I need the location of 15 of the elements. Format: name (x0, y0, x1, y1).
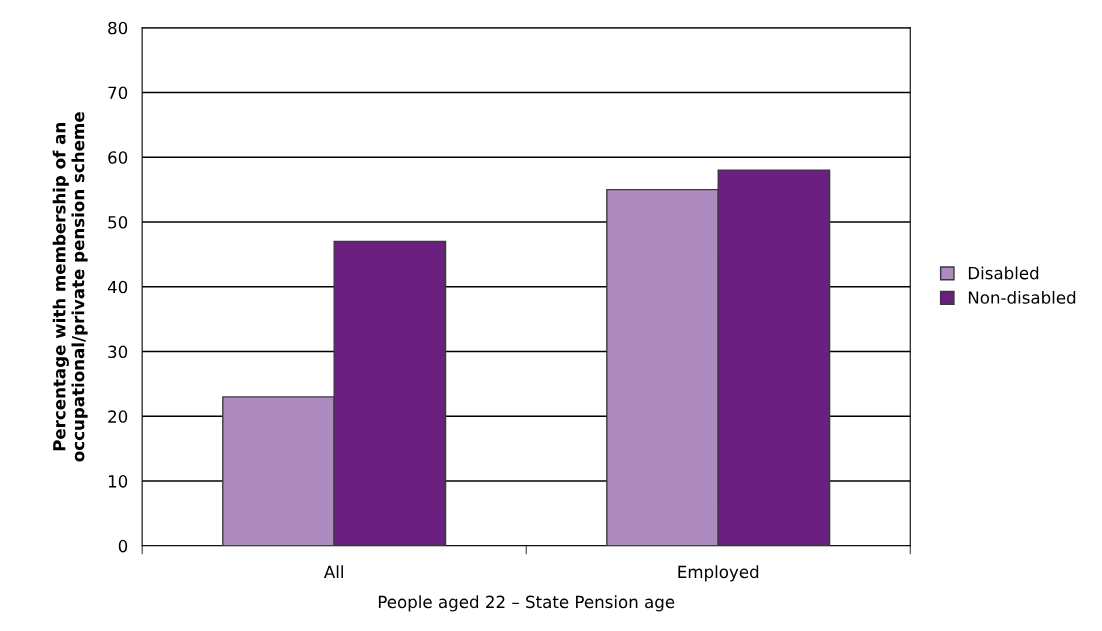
y-tick-label: 20 (108, 410, 128, 423)
x-tick-label: Employed (678, 565, 759, 582)
y-tick-label: 0 (118, 539, 128, 553)
x-axis-title: People aged 22 – State Pension age (378, 595, 675, 612)
y-tick-label: 40 (107, 280, 128, 294)
legend-label: Non-disabled (968, 290, 1076, 304)
y-tick-label: 10 (108, 475, 128, 488)
y-tick-label: 50 (108, 216, 128, 229)
y-tick-label: 80 (108, 21, 128, 35)
y-tick-label: 30 (108, 345, 128, 359)
y-tick-label: 70 (108, 86, 128, 100)
x-tick-label: All (323, 565, 343, 578)
legend-label: Disabled (968, 266, 1039, 280)
y-tick-label: 60 (108, 151, 128, 164)
y-axis-title: Percentage with membership of an occupational/private pension scheme (52, 112, 88, 462)
